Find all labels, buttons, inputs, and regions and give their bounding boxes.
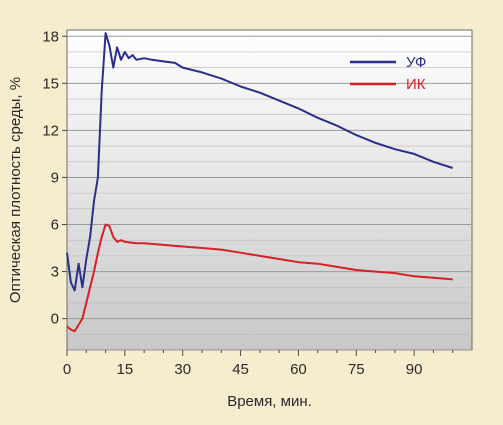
- legend-label: ИК: [406, 76, 426, 93]
- x-tick-label: 0: [63, 361, 71, 378]
- legend: УФ ИК: [350, 54, 426, 93]
- y-tick-label: 9: [51, 169, 59, 186]
- x-tick-label: 30: [174, 361, 191, 378]
- x-tick-label: 60: [290, 361, 307, 378]
- y-tick-label: 6: [51, 217, 59, 234]
- x-tick-label: 45: [232, 361, 249, 378]
- x-tick-label: 90: [406, 361, 423, 378]
- series-line-ir: [66, 223, 453, 333]
- y-tick-label: 0: [51, 311, 59, 328]
- y-tick-label: 18: [42, 28, 59, 45]
- y-axis-ticks: 0 3 6 9 12 15 18: [42, 28, 67, 328]
- y-tick-label: 3: [51, 264, 59, 281]
- x-tick-label: 75: [348, 361, 365, 378]
- y-tick-label: 12: [42, 122, 59, 139]
- legend-label: УФ: [406, 54, 426, 71]
- series-lines: [66, 32, 454, 333]
- x-axis-label: Время, мин.: [227, 393, 312, 410]
- y-tick-label: 15: [42, 75, 59, 92]
- x-tick-label: 15: [117, 361, 134, 378]
- y-axis-label: Оптическая плотность среды, %: [7, 77, 24, 303]
- grid-lines: [67, 35, 472, 351]
- series-line-uv: [66, 32, 454, 292]
- x-axis-ticks: 0 15 30 45 60 75 90: [63, 350, 454, 378]
